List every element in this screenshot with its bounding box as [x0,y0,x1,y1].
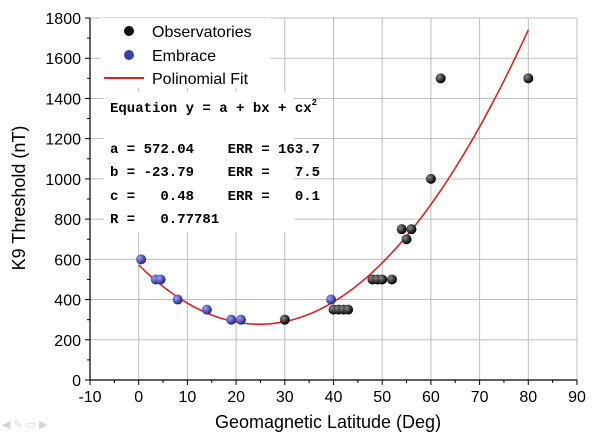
x-tick-label: 50 [373,389,391,406]
embrace-point [155,274,166,285]
y-axis-label: K9 Threshold (nT) [9,126,29,271]
y-tick-label: 200 [54,333,81,350]
observatories-point [406,224,417,235]
observatories-point [396,224,407,235]
y-tick-label: 1200 [45,132,81,149]
legend-fit-label: Polinomial Fit [152,71,249,88]
x-tick-label: 90 [568,389,586,406]
correlation-r-row: R = 0.77781 [110,212,219,228]
observatories-point [279,314,290,325]
x-tick-label: 70 [471,389,489,406]
coefficient-b-row: b = -23.79 ERR = 7.5 [110,165,320,181]
legend-observatories-marker [124,26,134,36]
observatories-point [401,234,412,245]
observatories-point [425,173,436,184]
observatories-point [435,73,446,84]
equation-superscript: 2 [312,98,317,108]
embrace-point [226,314,237,325]
legend-observatories-label: Observatories [152,24,252,41]
embrace-point [136,254,147,265]
x-tick-label: 80 [519,389,537,406]
x-tick-label: 30 [276,389,294,406]
y-tick-label: 400 [54,293,81,310]
observatories-point [377,274,388,285]
forward-arrow-icon: ▶ [39,418,51,431]
x-tick-label: 0 [134,389,143,406]
y-tick-label: 1000 [45,172,81,189]
legend-embrace-label: Embrace [152,48,216,65]
embrace-point [201,304,212,315]
data-points-group [136,73,534,325]
x-tick-label: 60 [422,389,440,406]
y-tick-label: 1600 [45,51,81,68]
observatories-point [523,73,534,84]
equation-annotation: Equation y = a + bx + cx2 a = 572.04 ERR… [104,92,320,232]
x-tick-label: 40 [325,389,343,406]
y-tick-label: 0 [72,373,81,390]
x-tick-label: -10 [78,389,101,406]
observatories-point [343,304,354,315]
pen-icon: ✎ [13,418,26,431]
slide-nav-icons: ◀✎▭▶ [2,418,51,431]
y-tick-label: 600 [54,252,81,269]
back-arrow-icon: ◀ [2,418,14,431]
coefficient-c-row: c = 0.48 ERR = 0.1 [110,189,320,205]
embrace-point [235,314,246,325]
axes: -10 0 10 20 30 40 50 60 70 80 90020040060080010001… [45,11,586,406]
embrace-point [172,294,183,305]
embrace-point [326,294,337,305]
y-tick-label: 1800 [45,11,81,28]
legend: Observatories Embrace Polinomial Fit [100,18,270,88]
y-tick-label: 800 [54,212,81,229]
y-tick-label: 1400 [45,91,81,108]
x-axis-label: Geomagnetic Latitude (Deg) [215,412,441,432]
screen-icon: ▭ [25,418,40,431]
coefficient-a-row: a = 572.04 ERR = 163.7 [110,142,320,158]
equation-line: Equation y = a + bx + cx2 [110,98,317,117]
observatories-point [386,274,397,285]
x-tick-label: 20 [227,389,245,406]
equation-background [104,92,294,232]
x-tick-label: 10 [179,389,197,406]
equation-text: Equation y = a + bx + cx [110,101,312,117]
legend-embrace-marker [124,50,134,60]
